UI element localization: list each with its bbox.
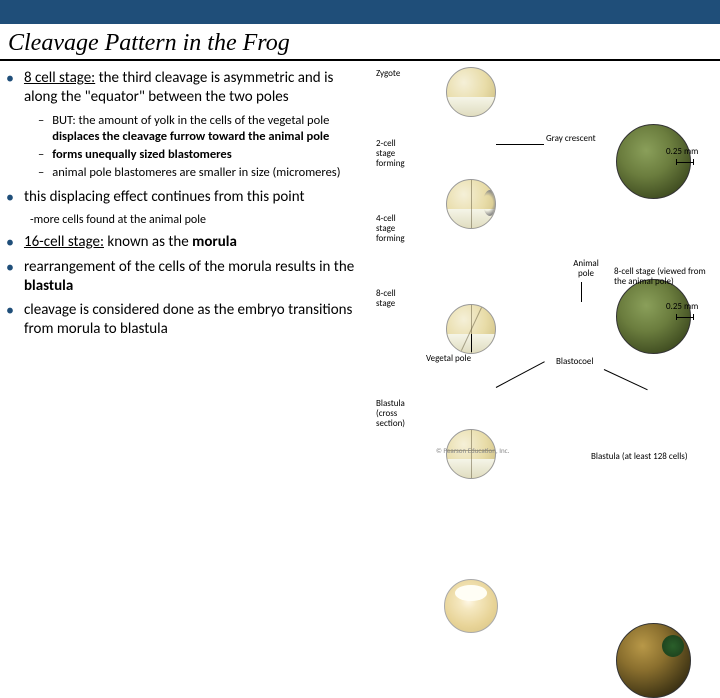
label-8cell: 8-cell stage bbox=[376, 289, 416, 309]
text-column: • 8 cell stage: the third cleavage is as… bbox=[6, 69, 366, 398]
scale-bar-1 bbox=[676, 159, 694, 165]
bullet-dot: • bbox=[6, 69, 14, 107]
sub-text: BUT: the amount of yolk in the cells of … bbox=[52, 113, 360, 146]
bullet-dot: • bbox=[6, 233, 14, 252]
dash: – bbox=[38, 113, 44, 146]
underline-text: 8 cell stage: bbox=[24, 69, 95, 87]
note-text: -more cells found at the animal pole bbox=[30, 213, 360, 227]
bullet-3: • 16-cell stage: known as the morula bbox=[6, 233, 360, 252]
header-bar bbox=[0, 0, 720, 24]
label-vegetal-pole: Vegetal pole bbox=[426, 354, 471, 364]
label-gray-crescent: Gray crescent bbox=[546, 134, 596, 144]
label-blastula-cross: Blastula (cross section) bbox=[376, 399, 418, 429]
bullet-text: this displacing effect continues from th… bbox=[24, 188, 305, 207]
label-2cell: 2-cell stage forming bbox=[376, 139, 416, 169]
sub-text: animal pole blastomeres are smaller in s… bbox=[52, 165, 340, 181]
bullet-4: • rearrangement of the cells of the moru… bbox=[6, 258, 360, 296]
sub-text: forms unequally sized blastomeres bbox=[52, 147, 231, 163]
pointer-line bbox=[604, 369, 648, 390]
sub-bullet-list: – BUT: the amount of yolk in the cells o… bbox=[38, 113, 360, 182]
label-blastula-final: Blastula (at least 128 cells) bbox=[591, 452, 688, 462]
zygote-diagram bbox=[446, 67, 496, 117]
dash: – bbox=[38, 165, 44, 181]
photo-blastula bbox=[616, 623, 691, 698]
slide-title: Cleavage Pattern in the Frog bbox=[0, 24, 720, 61]
bullet-dot: • bbox=[6, 258, 14, 296]
two-cell-diagram bbox=[446, 179, 496, 229]
underline-text: 16-cell stage: bbox=[24, 233, 104, 251]
label-blastocoel: Blastocoel bbox=[556, 357, 593, 367]
bullet-text: 16-cell stage: known as the morula bbox=[24, 233, 237, 252]
bullet-1: • 8 cell stage: the third cleavage is as… bbox=[6, 69, 360, 107]
bullet-dot: • bbox=[6, 301, 14, 339]
blastula-cross-diagram bbox=[444, 579, 498, 633]
label-4cell: 4-cell stage forming bbox=[376, 214, 416, 244]
bullet-5: • cleavage is considered done as the emb… bbox=[6, 301, 360, 339]
label-8cell-view: 8-cell stage (viewed from the animal pol… bbox=[614, 267, 709, 287]
pointer-line bbox=[581, 282, 582, 302]
bullet-2: • this displacing effect continues from … bbox=[6, 188, 360, 207]
content-area: • 8 cell stage: the third cleavage is as… bbox=[0, 61, 720, 398]
pointer-line bbox=[496, 361, 545, 388]
bullet-text: cleavage is considered done as the embry… bbox=[24, 301, 360, 339]
label-scale2: 0.25 mm bbox=[666, 302, 698, 312]
bullet-text: 8 cell stage: the third cleavage is asym… bbox=[24, 69, 360, 107]
pointer-line bbox=[496, 144, 544, 145]
diagram-column: Zygote 2-cell stage forming Gray crescen… bbox=[366, 69, 714, 398]
sub-bullet: – BUT: the amount of yolk in the cells o… bbox=[38, 113, 360, 146]
pointer-line bbox=[471, 334, 472, 352]
sub-bullet: – forms unequally sized blastomeres bbox=[38, 147, 360, 163]
label-scale1: 0.25 mm bbox=[666, 147, 698, 157]
dash: – bbox=[38, 147, 44, 163]
sub-bullet: – animal pole blastomeres are smaller in… bbox=[38, 165, 360, 181]
bullet-dot: • bbox=[6, 188, 14, 207]
scale-bar-2 bbox=[676, 314, 694, 320]
copyright-text: © Pearson Education, Inc. bbox=[436, 447, 509, 455]
label-animal-pole: Animal pole bbox=[566, 259, 606, 279]
label-zygote: Zygote bbox=[376, 69, 400, 79]
bullet-text: rearrangement of the cells of the morula… bbox=[24, 258, 360, 296]
